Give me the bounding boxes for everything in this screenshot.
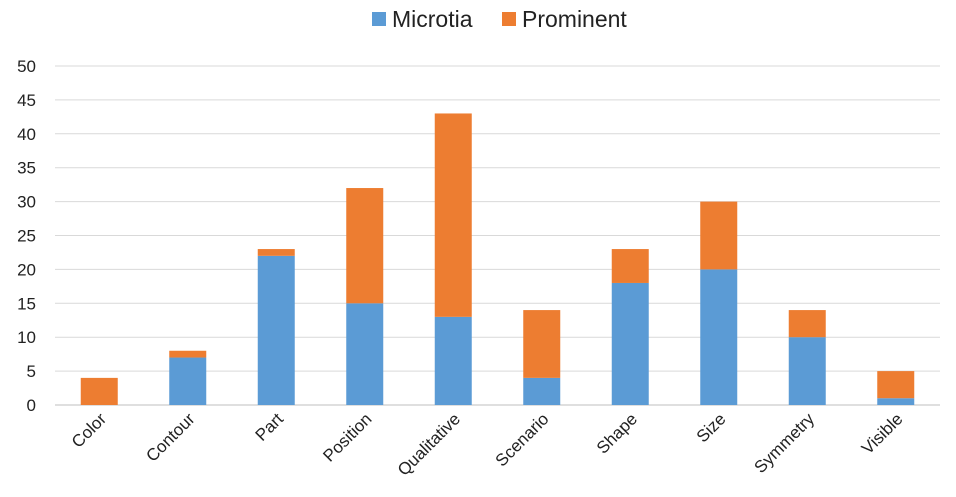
y-tick-label: 25 [17, 227, 36, 246]
y-tick-label: 15 [17, 294, 36, 313]
legend-swatch-prominent [502, 12, 516, 26]
y-tick-label: 10 [17, 328, 36, 347]
y-tick-label: 50 [17, 57, 36, 76]
x-tick-label: Color [68, 409, 110, 451]
bars [80, 113, 915, 405]
bar-microtia-scenario [523, 377, 561, 405]
x-tick-label: Scenario [492, 409, 553, 470]
y-tick-label: 40 [17, 125, 36, 144]
x-axis: Color Contour Part Position Qualitative Scena… [68, 409, 907, 480]
bar-microtia-qualitative [434, 316, 472, 405]
x-tick-label: Symmetry [751, 409, 819, 477]
x-tick-label: Part [252, 409, 288, 445]
bar-microtia-visible [877, 398, 915, 405]
x-tick-label: Qualitative [394, 409, 464, 479]
bar-microtia-contour [169, 357, 207, 405]
bar-prominent-size [700, 201, 738, 270]
bar-prominent-part [257, 249, 295, 256]
bar-prominent-color [80, 377, 118, 405]
y-tick-label: 30 [17, 193, 36, 212]
bar-prominent-position [346, 188, 384, 304]
x-tick-label: Contour [142, 409, 198, 465]
y-tick-label: 20 [17, 260, 36, 279]
bar-microtia-shape [611, 282, 649, 405]
bar-prominent-contour [169, 350, 207, 358]
bar-prominent-shape [611, 249, 649, 283]
bar-microtia-part [257, 255, 295, 405]
bar-prominent-qualitative [434, 113, 472, 317]
bar-prominent-symmetry [788, 310, 826, 338]
y-tick-label: 5 [27, 362, 36, 381]
legend: Microtia Prominent [372, 6, 627, 32]
legend-swatch-microtia [372, 12, 386, 26]
y-axis: 0 5 10 15 20 25 30 35 40 45 50 [17, 57, 36, 415]
y-tick-label: 0 [27, 396, 36, 415]
bar-prominent-visible [877, 371, 915, 399]
x-tick-label: Shape [593, 409, 641, 457]
x-tick-label: Visible [858, 409, 907, 458]
y-tick-label: 35 [17, 159, 36, 178]
legend-label-prominent: Prominent [522, 6, 627, 32]
y-tick-label: 45 [17, 91, 36, 110]
bar-microtia-size [700, 269, 738, 405]
x-tick-label: Position [319, 409, 375, 465]
bar-prominent-scenario [523, 310, 561, 378]
bar-microtia-position [346, 303, 384, 405]
legend-label-microtia: Microtia [392, 6, 473, 32]
bar-microtia-symmetry [788, 337, 826, 405]
x-tick-label: Size [693, 409, 730, 446]
